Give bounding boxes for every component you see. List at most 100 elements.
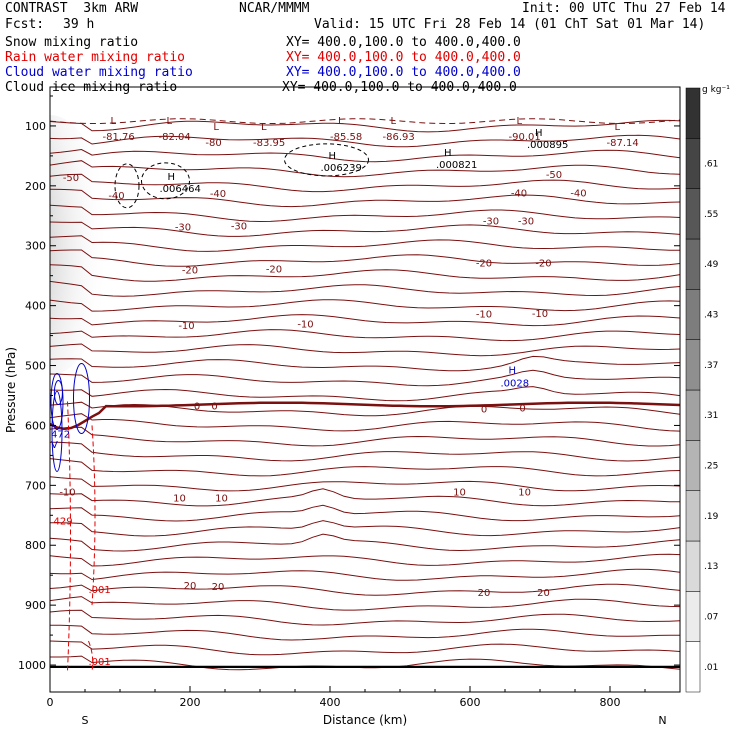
y-tick-label-6: 700 (25, 479, 46, 492)
contour-label-22: -10 (59, 487, 75, 498)
x-tick-label-1: 200 (180, 696, 201, 709)
snow-shading (50, 115, 110, 375)
contour-label-15: -10 (297, 320, 313, 331)
colorbar-label-2: .13 (704, 562, 718, 572)
x-end-label-right: N (658, 714, 666, 727)
ice-high-marker-2: H (444, 148, 452, 159)
colorbar-swatch-11 (685, 87, 701, 139)
y-axis-title: Pressure (hPa) (4, 347, 18, 433)
low-value-3: -83.95 (253, 138, 285, 149)
y-tick-label-7: 800 (25, 539, 46, 552)
temperature-contour-13 (50, 314, 680, 327)
temperature-contour-25 (50, 488, 680, 507)
colorbar-swatch-7 (685, 289, 701, 340)
temperature-contour-23 (50, 458, 680, 477)
temperature-contour-32 (50, 596, 680, 611)
temperature-contour-33 (50, 609, 680, 626)
y-tick-label-0: 100 (25, 120, 46, 133)
contour-label-19: 0 (211, 402, 217, 413)
y-tick-label-3: 400 (25, 300, 46, 313)
low-marker-3: L (261, 122, 267, 133)
contour-label-9: -30 (518, 217, 534, 228)
contour-label-8: -30 (483, 217, 499, 228)
x-tick-label-2: 400 (320, 696, 341, 709)
temperature-contour-5 (50, 188, 680, 208)
temperature-contour-24 (50, 476, 680, 492)
y-tick-label-9: 1000 (18, 659, 46, 672)
x-tick-label-3: 600 (460, 696, 481, 709)
temperature-contour-21 (50, 426, 680, 447)
x-tick-label-0: 0 (47, 696, 54, 709)
low-value-1: -82.04 (159, 132, 191, 143)
cloud-water-contour-2 (73, 362, 90, 434)
center-name: NCAR/MMMM (239, 1, 310, 16)
contour-label-11: -20 (266, 265, 282, 276)
cloud-water-left-label-0: 472 (51, 429, 70, 440)
y-tick-label-8: 900 (25, 599, 46, 612)
ice-max-value-3: .000895 (527, 140, 568, 151)
contour-label-30: 20 (537, 588, 550, 599)
temperature-contour-8 (50, 235, 680, 252)
temperature-contour-27 (50, 520, 680, 537)
forecast-value: 39 h (63, 17, 95, 32)
temperature-contour-7 (50, 221, 680, 237)
init-time: Init: 00 UTC Thu 27 Feb 14 (522, 1, 726, 16)
colorbar-swatch-8 (685, 238, 701, 290)
ice-high-marker-0: H (168, 172, 176, 183)
cloud-water-contour-0 (50, 372, 64, 430)
ice-contour-1 (284, 143, 369, 177)
contour-label-1: -50 (546, 170, 562, 181)
temperature-contour-18 (50, 386, 680, 402)
colorbar-swatch-10 (685, 138, 701, 189)
contour-label-23: 10 (173, 493, 186, 504)
contour-label-0: -50 (63, 173, 79, 184)
plot-frame (49, 86, 681, 693)
contour-label-17: -10 (532, 309, 548, 320)
cloud-water-high-marker: H (509, 366, 517, 377)
field-xy-snow: XY= 400.0,100.0 to 400.0,400.0 (286, 35, 521, 50)
temperature-contour-30 (50, 568, 680, 581)
contour-label-28: 20 (212, 582, 225, 593)
colorbar-swatch-6 (685, 339, 701, 391)
contour-label-25: 10 (453, 487, 466, 498)
y-tick-label-2: 300 (25, 240, 46, 253)
temperature-contour-6 (50, 204, 680, 223)
rain-label-2: .001 (89, 657, 111, 668)
colorbar-swatch-5 (685, 389, 701, 441)
low-marker-6: L (517, 116, 523, 127)
temperature-contour-29 (50, 553, 680, 567)
low-marker-7: L (615, 122, 621, 133)
colorbar-swatch-0 (685, 641, 701, 693)
contour-label-18: 0 (194, 402, 200, 413)
ice-max-value-2: .000821 (436, 160, 477, 171)
low-value-5: -86.93 (383, 132, 415, 143)
temperature-contour-12 (50, 299, 680, 312)
rain-contour-1 (91, 425, 96, 606)
contour-label-27: 20 (184, 581, 197, 592)
y-tick-label-4: 500 (25, 360, 46, 373)
temperature-contour-34 (50, 624, 680, 641)
field-name-cloud-water: Cloud water mixing ratio (5, 65, 193, 80)
rain-label-1: 429 (54, 516, 73, 527)
rain-contour-2 (88, 640, 94, 672)
contour-label-26: 10 (518, 487, 531, 498)
contour-label-2: -40 (108, 191, 124, 202)
colorbar-label-6: .37 (704, 361, 718, 371)
contour-label-29: 20 (478, 588, 491, 599)
model-name: CONTRAST 3km ARW (5, 1, 139, 16)
temperature-contour-4 (50, 173, 680, 193)
field-xy-rain: XY= 400.0,100.0 to 400.0,400.0 (286, 50, 521, 65)
low-value-6: -90.01 (509, 132, 541, 143)
contour-label-6: -30 (175, 223, 191, 234)
temperature-contour-1 (50, 134, 680, 148)
freezing-level-contour (50, 401, 680, 431)
colorbar-swatch-2 (685, 540, 701, 592)
low-value-4: -85.58 (330, 132, 362, 143)
temperature-contour-2 (50, 148, 680, 163)
temperature-contour-20 (50, 413, 680, 432)
temperature-contour-11 (50, 280, 680, 297)
cloud-water-max-value: .0028 (501, 379, 530, 390)
contour-label-10: -20 (182, 266, 198, 277)
contour-label-3: -40 (210, 189, 226, 200)
